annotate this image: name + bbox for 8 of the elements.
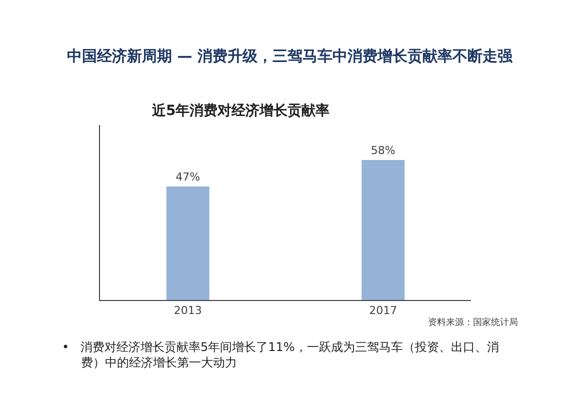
- text: 资料来源：国家统计局: [428, 317, 518, 328]
- x-tick-label: 2017: [369, 304, 398, 318]
- data-label: 58%: [370, 144, 396, 157]
- text: • 消费对经济增长贡献率5年间增长了11%，一跃成为三驾马车（投资、出口、消费）中的经济增长第一大动力: [62, 340, 499, 370]
- chart-title: 中国经济新周期 — 消费升级，三驾马车中消费增长贡献率不断走强: [67, 47, 514, 65]
- x-tick-label: 2013: [174, 304, 202, 318]
- chart-subtitle: 近5年消费对经济增长贡献率: [151, 102, 330, 119]
- data-label: 47%: [176, 170, 200, 184]
